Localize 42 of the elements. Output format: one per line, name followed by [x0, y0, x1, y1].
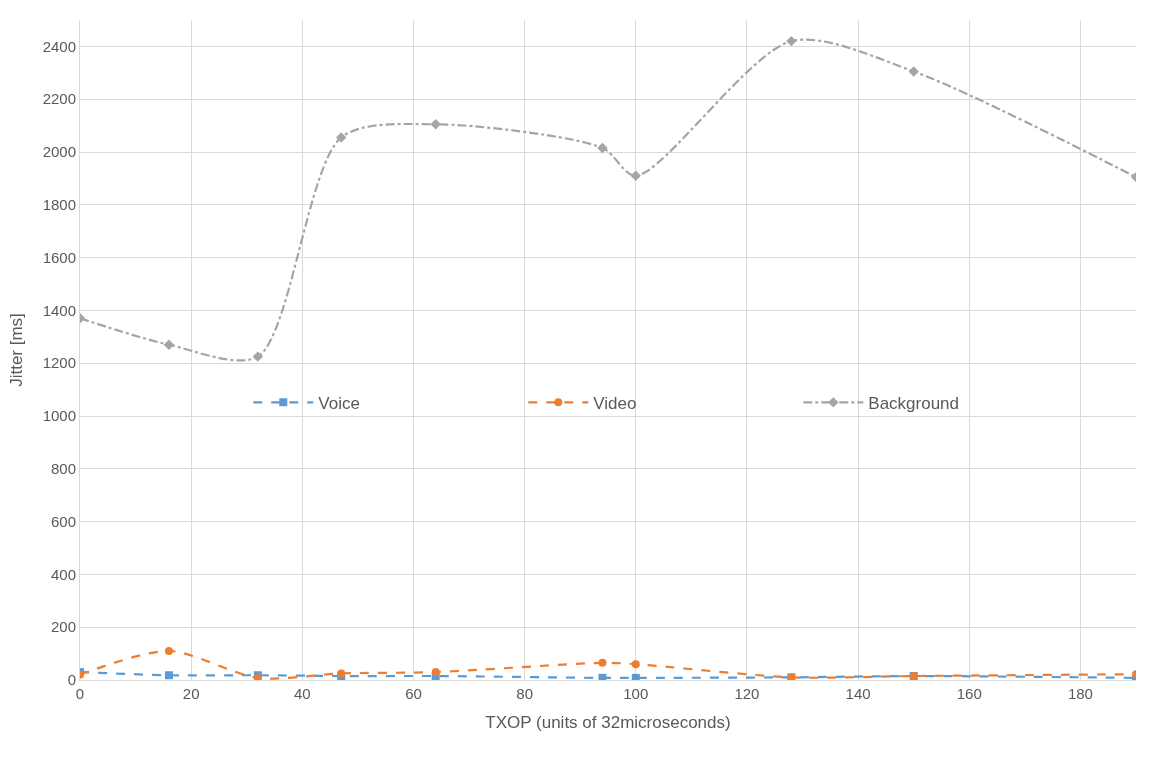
y-tick-label: 400	[50, 565, 76, 583]
point	[908, 66, 919, 77]
point	[786, 35, 797, 47]
point	[431, 668, 440, 677]
y-tick-label: 600	[50, 512, 76, 530]
y-tick-label: 800	[50, 460, 76, 478]
x-tick-label: 120	[734, 685, 760, 702]
point	[430, 119, 441, 130]
point	[598, 658, 607, 667]
y-tick-label: 2000	[42, 143, 76, 161]
y-tick-label: 0	[67, 671, 76, 689]
point	[631, 673, 640, 680]
y-tick-label: 2400	[42, 37, 76, 55]
y-axis-title: Jitter [ms]	[7, 313, 27, 387]
x-tick-label: 40	[293, 685, 311, 702]
point	[597, 142, 608, 154]
y-tick-label: 200	[50, 618, 76, 636]
point	[164, 646, 173, 655]
point	[163, 339, 175, 350]
point	[336, 132, 347, 143]
y-tick-label: 1600	[42, 248, 76, 266]
x-axis-title: TXOP (units of 32microseconds)	[485, 713, 731, 733]
point	[164, 671, 173, 680]
point	[631, 660, 640, 669]
x-tick-label: 140	[845, 685, 871, 702]
x-tick-label: 80	[516, 685, 533, 702]
point	[598, 673, 607, 680]
point	[252, 351, 264, 362]
legend-label: Voice	[318, 393, 360, 413]
legend-label: Video	[593, 393, 637, 413]
y-tick-label: 1800	[42, 196, 76, 214]
x-tick-label: 160	[956, 685, 982, 702]
x-tick-label: 100	[623, 685, 649, 702]
legend-label: Background	[868, 393, 960, 413]
y-tick-label: 1200	[42, 354, 76, 372]
x-tick-label: 20	[182, 685, 200, 702]
y-tick-label: 2200	[42, 90, 76, 108]
y-tick-label: 1400	[42, 301, 76, 319]
x-tick-label: 180	[1067, 685, 1093, 702]
x-tick-label: 60	[405, 685, 422, 702]
point	[630, 170, 641, 181]
y-tick-label: 1000	[42, 407, 76, 425]
